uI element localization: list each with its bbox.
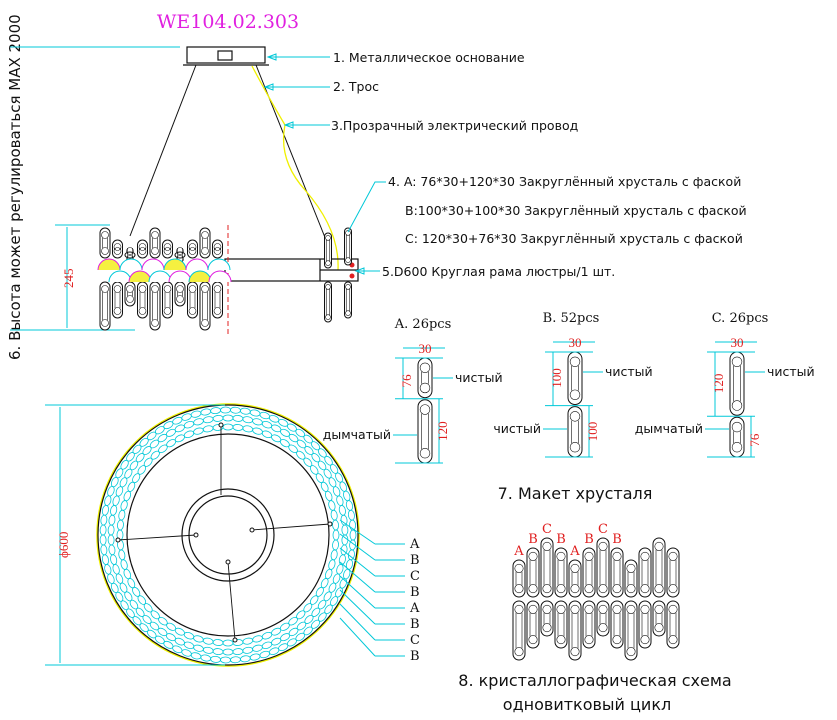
height-note: 6. Высота может регулироваться MAX 2000 [6,14,24,360]
callout-crystal-a: 4. A: 76*30+120*30 Закруглённый хрусталь… [388,174,741,189]
ring-label: B [410,649,420,664]
sequence-label: C [598,522,608,537]
diameter-value: ϕ600 [56,532,71,558]
crystal [162,281,173,319]
callout-crystal-c: C: 120*30+76*30 Закруглённый хрусталь с … [405,231,743,246]
callout-frame: 5.D600 Круглая рама люстры/1 шт. [382,264,615,279]
width-dim: 30 [419,341,432,356]
crystal [212,281,223,319]
sequence-label: B [612,532,622,547]
crystal [567,351,583,406]
top-length-dim: 100 [549,368,564,388]
crystal [567,406,583,458]
callout-wire: 3.Прозрачный электрический провод [331,118,578,133]
bottom-length-dim: 100 [585,422,600,442]
sequence-label: C [542,522,552,537]
bottom-length-dim: 76 [747,433,762,447]
sequence-label: B [528,532,538,547]
crystal [112,281,123,319]
crystal [212,239,223,259]
crystal-count-label: B. 52pcs [543,311,600,326]
crystal [729,416,745,458]
section8-title: 8. кристаллографическая схема [458,671,731,690]
metal-base [183,46,269,66]
crystal [124,251,136,259]
crystal-end-view [324,227,352,323]
model-title: WE104.02.303 [157,11,299,33]
crystal-count-label: A. 26pcs [394,317,451,332]
bottom-finish-label: дымчатый [635,421,703,436]
crystal [199,227,211,259]
bottom-finish-label: дымчатый [323,427,391,442]
top-length-dim: 76 [399,374,414,388]
crystal [162,239,173,259]
crystal [540,600,554,637]
crystal [568,559,582,598]
width-dim: 30 [569,335,582,350]
height-dimension: 245 [55,224,110,328]
crystal [137,281,148,319]
cable-left [129,64,197,237]
plan-view: ϕ600 [45,403,360,667]
crystal [99,227,111,259]
section7-title: 7. Макет хрусталя [498,484,653,503]
bottom-length-dim: 120 [435,421,450,441]
crystal-band-side-view [97,227,232,331]
bottom-finish-label: чистый [493,421,541,436]
crystal [149,227,161,259]
crystal [187,239,198,259]
ring-label: A [409,601,420,616]
crystal-detail-c: C. 26pcs 30 120 76 чистый дымчатый [635,311,815,458]
crystal [112,239,123,259]
callout-crystal-b: B:100*30+100*30 Закруглённый хрусталь с … [405,203,747,218]
crystal [417,357,433,399]
top-finish-label: чистый [455,370,503,385]
electric-wire [251,65,339,271]
crystal [624,559,638,598]
crystal-detail-a: A. 26pcs 30 76 120 чистый дымчатый [323,317,503,464]
crystal [187,281,198,319]
ring-label: C [410,569,420,584]
sequence-label: A [513,544,524,559]
top-length-dim: 120 [711,374,726,394]
ring-label: B [410,617,420,632]
sequence-label: B [556,532,566,547]
crystal [174,251,186,259]
crystal-details: A. 26pcs 30 76 120 чистый дымчатый B. 52pcs 30 1… [323,311,815,464]
crystal [512,559,526,598]
width-dim: 30 [731,335,744,350]
callout-leaders [263,53,386,275]
ring-label: B [410,553,420,568]
ring-label: B [410,585,420,600]
crystal [652,600,666,637]
ring-label: A [409,537,420,552]
section8-subtitle: одновитковый цикл [503,695,671,714]
top-finish-label: чистый [605,364,653,379]
height-value: 245 [61,269,76,289]
top-finish-label: чистый [767,364,815,379]
sequence-label: A [569,544,580,559]
ring-label: C [410,633,420,648]
crystal [596,600,610,637]
crystal [137,239,148,259]
sequence-label: B [584,532,594,547]
callout-cable: 2. Трос [333,79,379,94]
crystal-detail-b: B. 52pcs 30 100 100 чистый чистый [493,311,653,458]
crystal-count-label: C. 26pcs [712,311,769,326]
callout-metal-base: 1. Металлическое основание [333,50,525,65]
